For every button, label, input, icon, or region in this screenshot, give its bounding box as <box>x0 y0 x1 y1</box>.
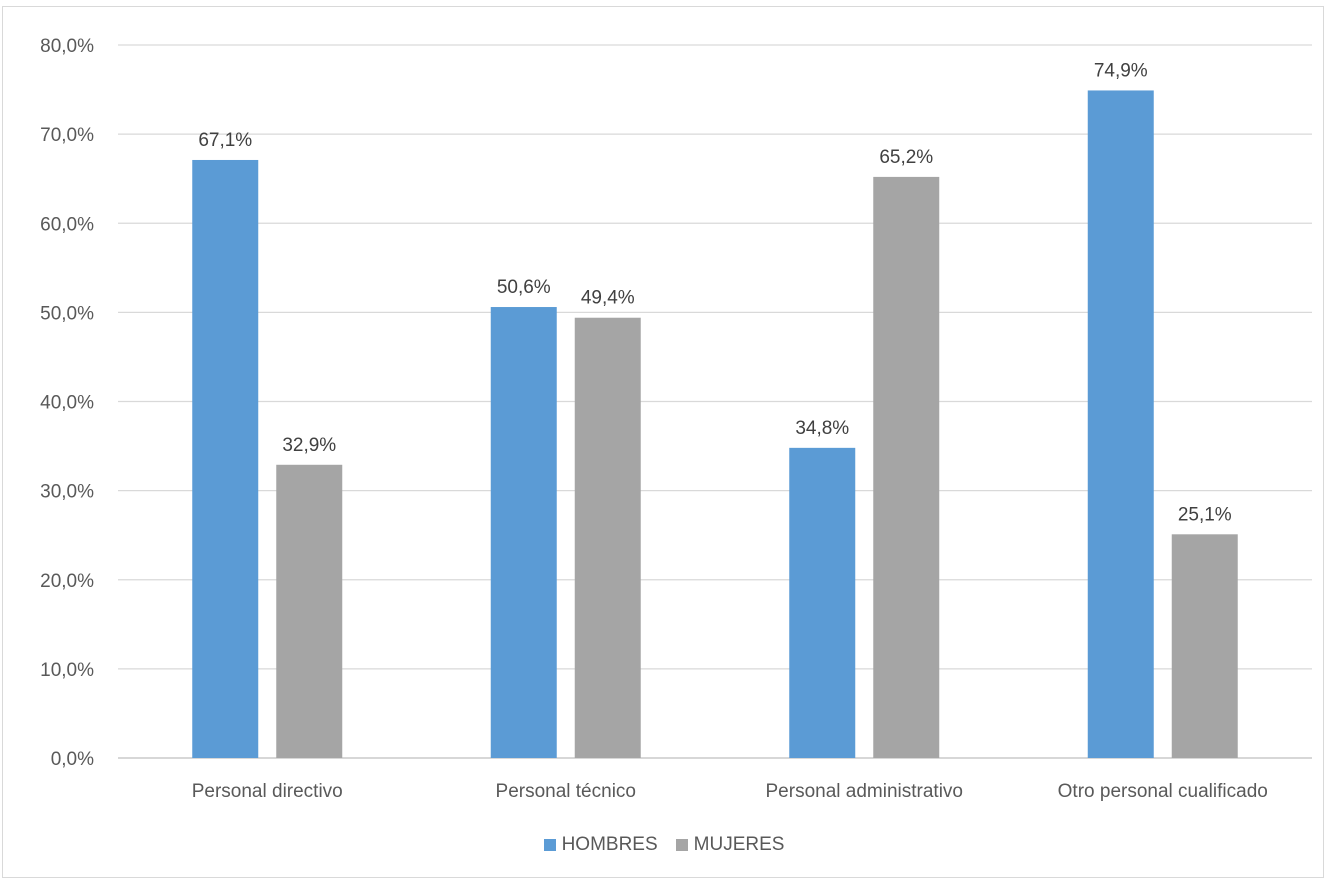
legend-item-mujeres: MUJERES <box>675 834 785 856</box>
legend-item-hombres: HOMBRES <box>543 834 658 856</box>
legend-label-hombres: HOMBRES <box>561 834 658 855</box>
x-tick-label: Otro personal cualificado <box>1058 781 1268 802</box>
data-label: 74,9% <box>1094 60 1148 81</box>
y-tick-label: 40,0% <box>40 393 94 414</box>
legend-swatch-hombres <box>543 839 556 851</box>
legend: HOMBRES MUJERES <box>0 834 1328 856</box>
bar-mujeres-3 <box>1171 534 1238 758</box>
y-tick-label: 10,0% <box>40 660 94 681</box>
data-label: 49,4% <box>581 288 635 309</box>
bar-mujeres-0 <box>276 464 343 758</box>
y-tick-label: 80,0% <box>40 36 94 57</box>
y-tick-label: 60,0% <box>40 214 94 235</box>
data-label: 32,9% <box>282 435 336 456</box>
y-tick-label: 0,0% <box>51 749 94 770</box>
bar-hombres-3 <box>1087 90 1154 759</box>
x-tick-label: Personal administrativo <box>766 781 963 802</box>
legend-swatch-mujeres <box>675 839 688 851</box>
y-tick-label: 50,0% <box>40 303 94 324</box>
data-label: 25,1% <box>1178 504 1232 525</box>
x-tick-label: Personal directivo <box>192 781 343 802</box>
y-tick-label: 70,0% <box>40 125 94 146</box>
x-tick-label: Personal técnico <box>496 781 636 802</box>
data-label: 67,1% <box>198 130 252 151</box>
y-tick-label: 20,0% <box>40 571 94 592</box>
bar-mujeres-1 <box>574 317 641 758</box>
y-tick-label: 30,0% <box>40 482 94 503</box>
data-label: 34,8% <box>795 418 849 439</box>
data-label: 50,6% <box>497 277 551 298</box>
bar-mujeres-2 <box>873 176 940 758</box>
bar-hombres-1 <box>490 307 557 758</box>
legend-label-mujeres: MUJERES <box>693 834 785 855</box>
bar-hombres-0 <box>192 159 259 758</box>
data-label: 65,2% <box>879 147 933 168</box>
bar-hombres-2 <box>789 447 856 758</box>
